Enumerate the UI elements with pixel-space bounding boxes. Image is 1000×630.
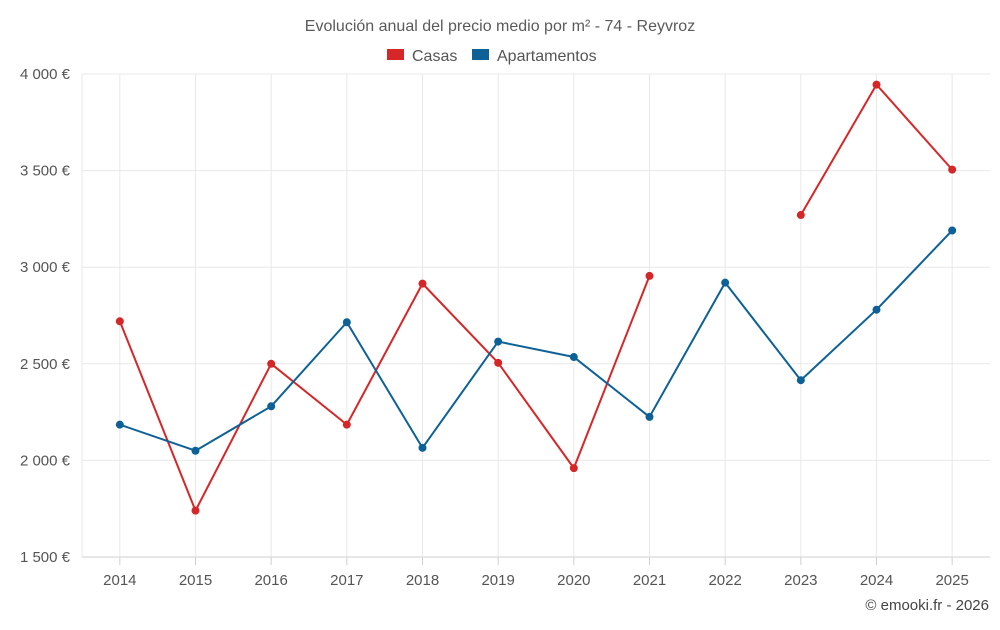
data-point-casas[interactable]	[948, 165, 957, 174]
data-point-casas[interactable]	[342, 420, 351, 429]
x-tick-label: 2019	[481, 572, 514, 589]
series-line-casas	[118, 274, 651, 512]
data-point-apartamentos[interactable]	[267, 402, 276, 411]
x-tick-label: 2017	[330, 572, 363, 589]
x-tick-label: 2024	[860, 572, 893, 589]
x-tick-label: 2015	[179, 572, 212, 589]
legend-swatch-casas	[387, 49, 404, 60]
y-tick-label: 2 000 €	[20, 452, 71, 469]
data-point-casas[interactable]	[645, 271, 654, 280]
x-tick-label: 2018	[406, 572, 439, 589]
legend-item-casas[interactable]: Casas	[387, 48, 457, 65]
legend-label-casas: Casas	[412, 48, 457, 65]
series	[115, 80, 957, 515]
data-point-apartamentos[interactable]	[115, 420, 124, 429]
y-tick-label: 2 500 €	[20, 356, 71, 373]
x-tick-label: 2016	[254, 572, 287, 589]
data-point-apartamentos[interactable]	[645, 412, 654, 421]
grid	[81, 73, 990, 558]
data-point-casas[interactable]	[191, 506, 200, 515]
x-axis-ticks: 2014 2015 2016 2017 2018 2019 2020 2021 2022 2023…	[103, 557, 969, 589]
legend: Casas Apartamentos	[387, 48, 597, 65]
data-point-casas[interactable]	[115, 317, 124, 326]
data-point-apartamentos[interactable]	[721, 278, 730, 287]
y-axis-ticks: 1 500 € 2 000 € 2 500 € 3 000 € 3 500 € 4 000…	[20, 66, 71, 566]
x-tick-label: 2023	[784, 572, 817, 589]
y-tick-label: 3 500 €	[20, 163, 71, 180]
data-point-apartamentos[interactable]	[872, 305, 881, 314]
data-point-apartamentos[interactable]	[191, 446, 200, 455]
series-casas	[115, 80, 957, 515]
y-tick-label: 4 000 €	[20, 66, 71, 83]
data-point-casas[interactable]	[872, 80, 881, 89]
x-tick-label: 2025	[935, 572, 968, 589]
series-line-apartamentos	[118, 229, 954, 452]
data-point-casas[interactable]	[796, 211, 805, 220]
legend-item-apartamentos[interactable]: Apartamentos	[472, 48, 597, 65]
y-tick-label: 3 000 €	[20, 259, 71, 276]
data-point-casas[interactable]	[494, 358, 503, 367]
y-tick-label: 1 500 €	[20, 549, 71, 566]
legend-label-apartamentos: Apartamentos	[497, 48, 597, 65]
credit-text: © emooki.fr - 2026	[865, 597, 989, 614]
data-point-apartamentos[interactable]	[494, 337, 503, 346]
data-point-apartamentos[interactable]	[418, 443, 427, 452]
series-apartamentos	[115, 226, 957, 455]
data-point-apartamentos[interactable]	[796, 376, 805, 385]
data-point-apartamentos[interactable]	[948, 226, 957, 235]
x-tick-label: 2022	[708, 572, 741, 589]
data-point-casas[interactable]	[418, 279, 427, 288]
x-tick-label: 2021	[633, 572, 666, 589]
x-tick-label: 2020	[557, 572, 590, 589]
data-point-apartamentos[interactable]	[569, 353, 578, 362]
data-point-apartamentos[interactable]	[342, 318, 351, 327]
data-point-casas[interactable]	[569, 464, 578, 473]
chart-title: Evolución anual del precio medio por m² …	[305, 18, 695, 35]
data-point-casas[interactable]	[267, 359, 276, 368]
legend-swatch-apartamentos	[472, 49, 489, 60]
x-tick-label: 2014	[103, 572, 136, 589]
